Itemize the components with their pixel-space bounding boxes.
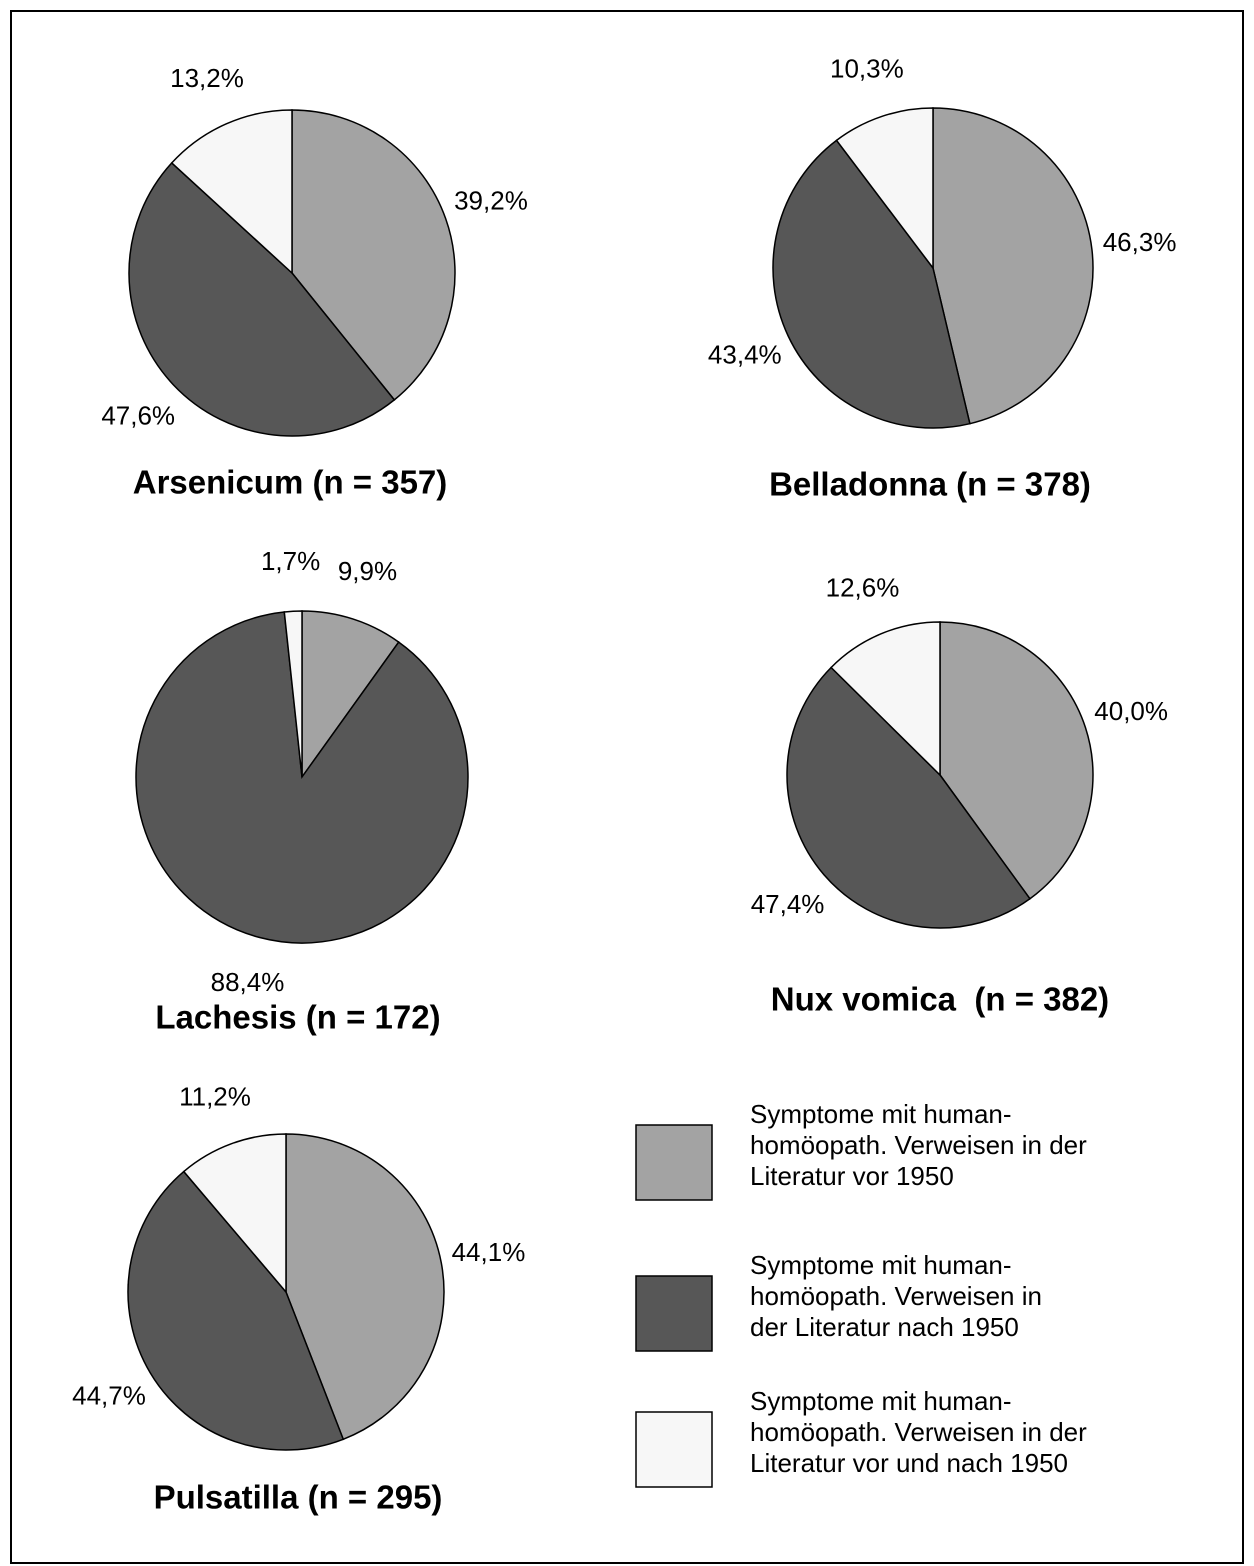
- value-label: 43,4%: [708, 339, 782, 369]
- pie-slice: [283, 610, 303, 778]
- legend-label: Symptome mit human-: [750, 1386, 1012, 1416]
- legend-label: Literatur vor und nach 1950: [750, 1448, 1068, 1478]
- pie-slice: [939, 621, 1094, 900]
- legend-swatch: [635, 1275, 713, 1352]
- pie-slice: [182, 1133, 287, 1295]
- pie-slice: [786, 666, 1031, 929]
- legend-label: Literatur vor 1950: [750, 1161, 954, 1191]
- value-label: 13,2%: [170, 63, 244, 93]
- legend-label: homöopath. Verweisen in: [750, 1281, 1042, 1311]
- chart-title: Belladonna (n = 378): [769, 466, 1091, 503]
- pie-slice: [285, 1133, 445, 1441]
- pie-slice: [127, 1170, 345, 1451]
- chart-title: Nux vomica (n = 382): [771, 981, 1109, 1018]
- pie-slice: [830, 621, 941, 777]
- chart-title: Arsenicum (n = 357): [133, 464, 448, 501]
- value-label: 12,6%: [826, 572, 900, 602]
- pie-slice: [128, 161, 396, 437]
- value-label: 47,6%: [101, 400, 175, 430]
- pie-slice: [170, 109, 293, 275]
- value-label: 44,1%: [452, 1237, 526, 1267]
- legend-swatch: [635, 1411, 713, 1488]
- chart-title: Lachesis (n = 172): [155, 999, 440, 1036]
- value-label: 44,7%: [72, 1380, 146, 1410]
- value-label: 11,2%: [179, 1081, 251, 1111]
- pie-slice: [301, 610, 400, 780]
- pie-slice: [291, 109, 456, 401]
- legend-label: homöopath. Verweisen in der: [750, 1417, 1087, 1447]
- pie-slice: [835, 107, 934, 271]
- legend-label: Symptome mit human-: [750, 1250, 1012, 1280]
- value-label: 47,4%: [751, 889, 825, 919]
- value-label: 40,0%: [1094, 696, 1168, 726]
- value-label: 46,3%: [1103, 227, 1177, 257]
- legend-label: homöopath. Verweisen in der: [750, 1130, 1087, 1160]
- value-label: 1,7%: [261, 546, 320, 576]
- value-label: 10,3%: [830, 54, 904, 84]
- value-label: 39,2%: [454, 186, 528, 216]
- legend-label: Symptome mit human-: [750, 1099, 1012, 1129]
- value-label: 9,9%: [338, 556, 397, 586]
- legend-swatch: [635, 1124, 713, 1201]
- chart-title: Pulsatilla (n = 295): [154, 1479, 443, 1516]
- pie-slice: [135, 611, 469, 944]
- value-label: 88,4%: [211, 967, 285, 997]
- pie-slice: [772, 139, 971, 429]
- legend-label: der Literatur nach 1950: [750, 1312, 1019, 1342]
- pie-slice: [932, 107, 1094, 425]
